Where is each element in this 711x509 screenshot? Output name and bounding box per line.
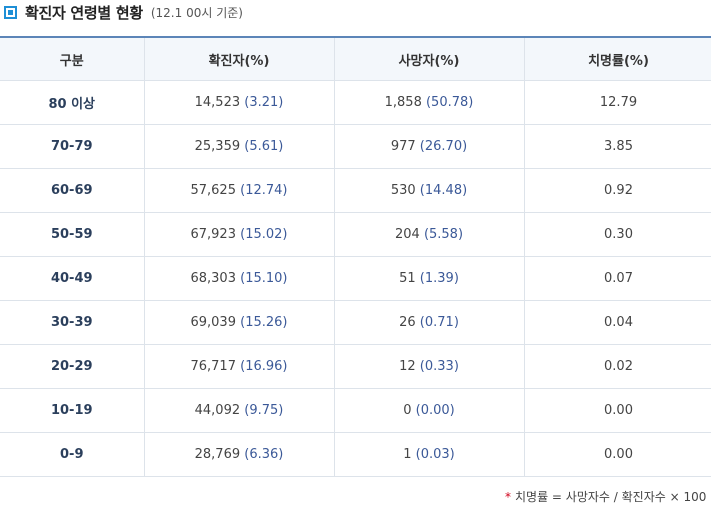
confirmed-percent: (3.21) [244, 95, 284, 110]
deaths-cell: 51 (1.39) [333, 256, 525, 301]
confirmed-percent: (15.02) [240, 227, 288, 242]
table-row: 40-49 68,303 (15.10) 51 (1.39) 0.07 [0, 256, 711, 301]
deaths-cell: 204 (5.58) [333, 212, 525, 257]
deaths-count: 51 [399, 271, 416, 286]
age-group-cell: 10-19 [0, 388, 145, 433]
column-header-fatality: 치명률(%) [523, 36, 711, 81]
table-body: 80 이상 14,523 (3.21) 1,858 (50.78) 12.79 70-7… [0, 80, 711, 477]
page-title: 확진자 연령별 현황 [25, 3, 143, 22]
footnote-text: 치명률 = 사망자수 / 확진자수 × 100 [515, 490, 707, 504]
confirmed-count: 25,359 [194, 139, 241, 154]
age-group-cell: 50-59 [0, 212, 145, 257]
square-bullet-icon [4, 5, 17, 19]
fatality-cell: 12.79 [523, 80, 711, 125]
deaths-count: 204 [394, 227, 420, 242]
deaths-cell: 1 (0.03) [333, 432, 525, 477]
deaths-percent: (5.58) [423, 227, 464, 242]
confirmed-count: 69,039 [190, 315, 236, 330]
confirmed-cell: 67,923 (15.02) [143, 212, 335, 257]
fatality-footnote: * 치명률 = 사망자수 / 확진자수 × 100 [505, 488, 706, 505]
fatality-cell: 3.85 [523, 124, 711, 169]
deaths-percent: (14.48) [419, 183, 468, 198]
confirmed-count: 57,625 [190, 183, 236, 198]
page-subtitle: (12.1 00시 기준) [150, 5, 243, 20]
deaths-count: 26 [399, 315, 416, 330]
deaths-cell: 0 (0.00) [333, 388, 525, 433]
age-group-cell: 0-9 [0, 432, 145, 477]
confirmed-percent: (6.36) [244, 447, 284, 462]
confirmed-count: 67,923 [190, 227, 236, 242]
age-group-cell: 40-49 [0, 256, 145, 301]
section-header: 확진자 연령별 현황 (12.1 00시 기준) [4, 0, 243, 24]
confirmed-percent: (16.96) [240, 359, 288, 374]
table-row: 50-59 67,923 (15.02) 204 (5.58) 0.30 [0, 212, 711, 257]
confirmed-percent: (9.75) [244, 403, 284, 418]
deaths-count: 530 [390, 183, 416, 198]
table-header-row: 구분 확진자(%) 사망자(%) 치명률(%) [0, 36, 711, 81]
deaths-count: 1,858 [384, 95, 422, 110]
deaths-cell: 1,858 (50.78) [333, 80, 525, 125]
confirmed-count: 68,303 [190, 271, 236, 286]
table-row: 60-69 57,625 (12.74) 530 (14.48) 0.92 [0, 168, 711, 213]
confirmed-percent: (5.61) [244, 139, 284, 154]
deaths-count: 977 [390, 139, 416, 154]
confirmed-cell: 14,523 (3.21) [143, 80, 335, 125]
deaths-cell: 530 (14.48) [333, 168, 525, 213]
table-row: 80 이상 14,523 (3.21) 1,858 (50.78) 12.79 [0, 80, 711, 125]
fatality-cell: 0.02 [523, 344, 711, 389]
confirmed-percent: (15.26) [240, 315, 288, 330]
fatality-cell: 0.00 [523, 388, 711, 433]
confirmed-count: 76,717 [190, 359, 236, 374]
deaths-percent: (50.78) [425, 95, 474, 110]
deaths-percent: (0.33) [419, 359, 459, 374]
age-group-cell: 20-29 [0, 344, 145, 389]
fatality-cell: 0.04 [523, 300, 711, 345]
deaths-count: 0 [403, 403, 412, 418]
deaths-percent: (0.00) [415, 403, 455, 418]
fatality-cell: 0.07 [523, 256, 711, 301]
age-group-cell: 30-39 [0, 300, 145, 345]
deaths-cell: 12 (0.33) [333, 344, 525, 389]
age-stats-table: 구분 확진자(%) 사망자(%) 치명률(%) 80 이상 14,523 (3.2… [0, 36, 711, 477]
fatality-cell: 0.30 [523, 212, 711, 257]
confirmed-cell: 44,092 (9.75) [143, 388, 335, 433]
age-group-cell: 60-69 [0, 168, 145, 213]
confirmed-cell: 69,039 (15.26) [143, 300, 335, 345]
table-row: 10-19 44,092 (9.75) 0 (0.00) 0.00 [0, 388, 711, 433]
confirmed-cell: 28,769 (6.36) [143, 432, 335, 477]
confirmed-percent: (15.10) [240, 271, 288, 286]
age-group-cell: 70-79 [0, 124, 145, 169]
deaths-count: 1 [403, 447, 412, 462]
confirmed-count: 14,523 [194, 95, 241, 110]
table-row: 20-29 76,717 (16.96) 12 (0.33) 0.02 [0, 344, 711, 389]
deaths-cell: 977 (26.70) [333, 124, 525, 169]
confirmed-percent: (12.74) [240, 183, 288, 198]
confirmed-cell: 57,625 (12.74) [143, 168, 335, 213]
deaths-percent: (0.03) [415, 447, 455, 462]
column-header-deaths: 사망자(%) [333, 36, 525, 81]
deaths-cell: 26 (0.71) [333, 300, 525, 345]
deaths-percent: (26.70) [419, 139, 468, 154]
confirmed-cell: 76,717 (16.96) [143, 344, 335, 389]
confirmed-count: 44,092 [194, 403, 241, 418]
confirmed-count: 28,769 [194, 447, 241, 462]
age-group-cell: 80 이상 [0, 80, 145, 125]
confirmed-cell: 25,359 (5.61) [143, 124, 335, 169]
table-row: 70-79 25,359 (5.61) 977 (26.70) 3.85 [0, 124, 711, 169]
column-header-category: 구분 [0, 36, 145, 81]
deaths-percent: (0.71) [419, 315, 459, 330]
confirmed-cell: 68,303 (15.10) [143, 256, 335, 301]
footnote-marker: * [505, 490, 511, 504]
deaths-percent: (1.39) [419, 271, 459, 286]
table-row: 30-39 69,039 (15.26) 26 (0.71) 0.04 [0, 300, 711, 345]
column-header-confirmed: 확진자(%) [143, 36, 335, 81]
table-row: 0-9 28,769 (6.36) 1 (0.03) 0.00 [0, 432, 711, 477]
fatality-cell: 0.00 [523, 432, 711, 477]
deaths-count: 12 [399, 359, 416, 374]
fatality-cell: 0.92 [523, 168, 711, 213]
